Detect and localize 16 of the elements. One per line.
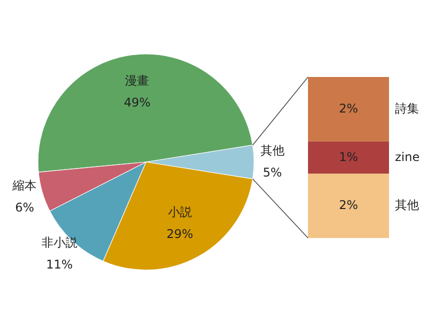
slice-label: 縮本: [12, 178, 37, 193]
data-label: 5%: [262, 165, 282, 180]
slice-label: 小説: [168, 204, 192, 219]
data-label: 49%: [124, 96, 151, 110]
data-label: 6%: [15, 200, 34, 215]
series-label: 詩集: [395, 101, 419, 116]
data-label: 11%: [46, 257, 73, 272]
series-label: zine: [395, 150, 420, 164]
slice-label: 非小説: [42, 235, 78, 250]
data-label: 1%: [338, 150, 358, 164]
data-label: 2%: [338, 101, 358, 116]
slice-label: 漫畫: [125, 74, 150, 88]
slice-label: 其他: [260, 143, 284, 158]
data-label: 29%: [166, 226, 194, 241]
data-label: 2%: [338, 198, 358, 212]
series-label: 其他: [395, 198, 419, 212]
